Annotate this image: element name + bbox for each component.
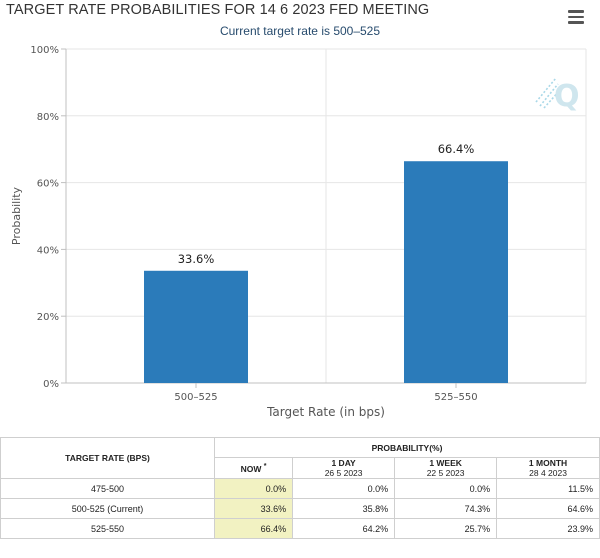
value-cell: 64.6% [496, 498, 600, 519]
col-header-1-day: 1 DAY 26 5 2023 [292, 457, 396, 479]
value-cell: 74.3% [394, 498, 498, 519]
y-tick-label: 80% [37, 112, 59, 123]
bar-data-label: 33.6% [178, 252, 215, 266]
col-label: 1 WEEK [429, 458, 462, 468]
value-cell: 23.9% [496, 518, 600, 539]
y-tick-label: 100% [30, 45, 59, 56]
col-label: 1 DAY [331, 458, 356, 468]
col-mark: * [263, 462, 267, 471]
q-logo-icon: Q [535, 77, 580, 114]
bar-data-label: 66.4% [438, 142, 475, 156]
probability-table: TARGET RATE (BPS) PROBABILITY(%) NOW * 1… [0, 437, 600, 539]
col-header-1-month: 1 MONTH 28 4 2023 [496, 457, 600, 479]
value-cell: 25.7% [394, 518, 498, 539]
now-value-cell: 0.0% [213, 478, 294, 499]
table-header-row: TARGET RATE (BPS) PROBABILITY(%) [0, 437, 600, 479]
rate-column-header: TARGET RATE (BPS) [0, 437, 215, 479]
value-cell: 0.0% [394, 478, 498, 499]
table-row: 500-525 (Current) 33.6% 35.8% 74.3% 64.6… [0, 498, 600, 519]
col-label: 1 MONTH [528, 458, 568, 468]
value-cell: 11.5% [496, 478, 600, 499]
table-row: 525-550 66.4% 64.2% 25.7% 23.9% [0, 518, 600, 539]
y-tick-label: 20% [37, 312, 59, 323]
col-header-now: NOW * [213, 457, 294, 479]
now-value-cell: 66.4% [213, 518, 294, 539]
x-axis-title: Target Rate (in bps) [266, 405, 385, 419]
col-date: 26 5 2023 [324, 468, 363, 478]
col-header-1-week: 1 WEEK 22 5 2023 [394, 457, 498, 479]
chart-title: TARGET RATE PROBABILITIES FOR 14 6 2023 … [6, 2, 430, 18]
rate-cell: 500-525 (Current) [0, 498, 215, 519]
value-cell: 35.8% [292, 498, 396, 519]
y-axis-title: Probability [10, 186, 23, 245]
y-tick-label: 0% [43, 379, 59, 390]
x-tick-label: 525–550 [434, 392, 477, 403]
col-date: 22 5 2023 [426, 468, 465, 478]
bar-chart-plot: 0% 20% 40% 60% 80% 100% 33.6% 500–525 66.4% 525–5… [10, 45, 587, 419]
bar [144, 270, 248, 383]
chart-subtitle: Current target rate is 500–525 [219, 24, 381, 38]
y-tick-label: 60% [37, 179, 59, 190]
hamburger-menu-icon[interactable] [568, 10, 584, 24]
probability-table-section: TARGET RATE (BPS) PROBABILITY(%) NOW * 1… [0, 437, 600, 539]
bar [404, 161, 508, 383]
now-value-cell: 33.6% [213, 498, 294, 519]
rate-cell: 475-500 [0, 478, 215, 499]
value-cell: 0.0% [292, 478, 396, 499]
col-label: NOW [240, 463, 262, 474]
probability-column-header: PROBABILITY(%) [214, 437, 600, 458]
svg-text:Q: Q [554, 79, 580, 114]
rate-cell: 525-550 [0, 518, 215, 539]
x-tick-label: 500–525 [174, 392, 217, 403]
table-row: 475-500 0.0% 0.0% 0.0% 11.5% [0, 478, 600, 499]
table-subheader-row: NOW * 1 DAY 26 5 2023 1 WEEK 22 5 2023 1… [1, 457, 600, 479]
chart-container: TARGET RATE PROBABILITIES FOR 14 6 2023 … [6, 2, 587, 419]
value-cell: 64.2% [292, 518, 396, 539]
y-tick-label: 40% [37, 245, 59, 256]
col-date: 28 4 2023 [529, 468, 567, 478]
